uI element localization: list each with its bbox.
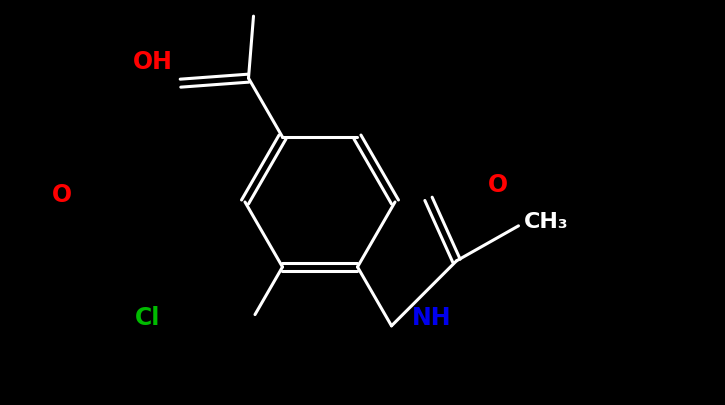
Text: CH₃: CH₃ xyxy=(524,211,569,231)
Text: O: O xyxy=(488,173,508,196)
Text: O: O xyxy=(52,183,72,207)
Text: OH: OH xyxy=(133,50,173,74)
Text: Cl: Cl xyxy=(136,305,161,329)
Text: NH: NH xyxy=(413,305,452,329)
